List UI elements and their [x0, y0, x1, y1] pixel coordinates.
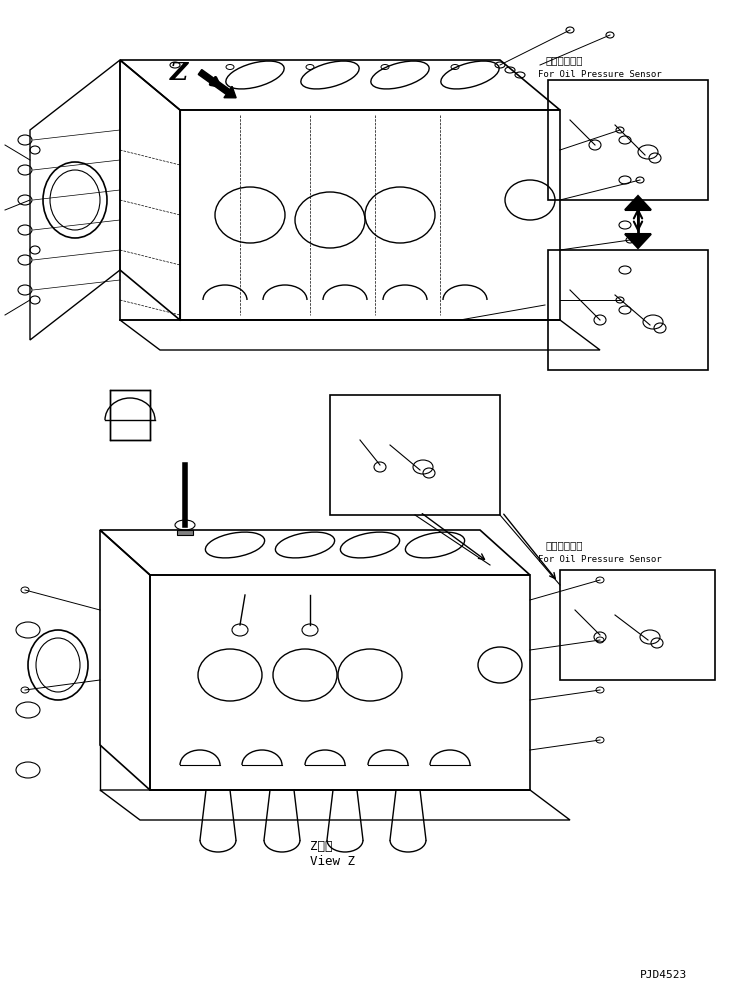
Bar [548, 250, 708, 370]
Text: Z　視: Z 視 [310, 840, 333, 853]
Text: Z: Z [170, 61, 188, 85]
Text: For Oil Pressure Sensor: For Oil Pressure Sensor [538, 70, 661, 79]
Bar [560, 570, 715, 680]
Polygon shape [625, 196, 651, 210]
Bar [548, 80, 708, 200]
Bar [330, 395, 500, 515]
Polygon shape [177, 530, 193, 535]
Text: For Oil Pressure Sensor: For Oil Pressure Sensor [538, 555, 661, 564]
Text: PJD4523: PJD4523 [640, 970, 687, 980]
Text: View Z: View Z [310, 855, 355, 868]
Text: 油圧センサ用: 油圧センサ用 [545, 55, 583, 65]
Polygon shape [625, 234, 651, 248]
FancyArrow shape [198, 70, 236, 98]
Text: 油圧センサ用: 油圧センサ用 [545, 540, 583, 550]
